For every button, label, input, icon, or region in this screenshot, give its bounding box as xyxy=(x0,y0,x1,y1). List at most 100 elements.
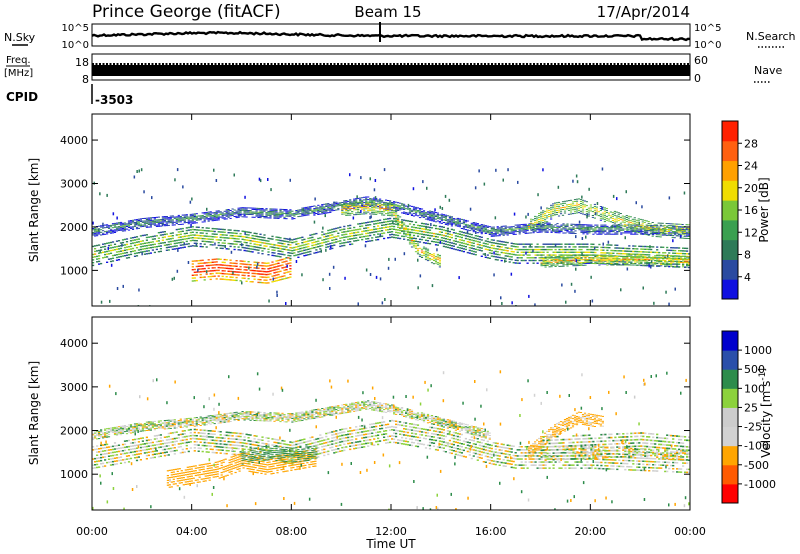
range-cell xyxy=(104,224,107,226)
range-cell xyxy=(534,228,537,230)
range-cell xyxy=(387,207,390,209)
range-cell xyxy=(654,233,657,234)
range-cell xyxy=(667,223,670,225)
range-cell xyxy=(418,238,422,240)
range-cell xyxy=(434,233,438,235)
range-cell xyxy=(287,252,290,254)
range-cell xyxy=(480,228,483,229)
range-cell xyxy=(544,263,547,265)
range-cell xyxy=(203,218,206,220)
range-cell xyxy=(337,204,340,205)
range-cell xyxy=(203,276,206,278)
range-cell xyxy=(199,271,202,273)
range-cell xyxy=(235,213,238,215)
range-cell xyxy=(674,255,677,257)
range-cell xyxy=(367,229,370,232)
range-cell xyxy=(135,219,139,221)
range-cell xyxy=(550,214,553,216)
range-cell xyxy=(510,232,513,234)
range-cell xyxy=(207,219,210,221)
range-cell xyxy=(412,212,416,214)
range-cell xyxy=(546,211,549,213)
range-cell xyxy=(177,236,180,239)
range-cell xyxy=(339,202,342,204)
range-cell xyxy=(367,203,370,205)
range-cell xyxy=(640,264,643,267)
range-cell xyxy=(219,234,222,236)
range-cell xyxy=(319,211,322,212)
range-cell xyxy=(585,212,588,214)
range-cell xyxy=(319,250,322,253)
range-cell xyxy=(490,239,493,241)
range-cell xyxy=(121,228,125,229)
range-cell xyxy=(185,238,188,240)
range-cell xyxy=(227,211,230,213)
range-cell xyxy=(135,255,139,257)
range-cell xyxy=(514,246,517,248)
range-cell xyxy=(670,263,673,265)
range-cell xyxy=(393,211,396,213)
range-cell xyxy=(582,254,585,256)
range-cell xyxy=(631,218,634,220)
range-cell xyxy=(586,251,589,253)
range-cell xyxy=(608,258,611,260)
range-cell xyxy=(251,272,254,275)
range-cell xyxy=(317,246,320,248)
range-cell xyxy=(151,223,154,225)
range-cell xyxy=(327,212,330,214)
range-cell xyxy=(175,234,178,236)
range-cell xyxy=(616,250,619,252)
range-cell xyxy=(615,217,618,219)
range-cell xyxy=(518,248,521,251)
range-cell xyxy=(373,205,376,207)
range-cell xyxy=(279,253,282,255)
range-cell xyxy=(426,226,430,228)
range-cell xyxy=(556,246,559,248)
range-cell xyxy=(163,244,166,246)
range-cell xyxy=(466,227,469,228)
range-cell xyxy=(239,233,242,235)
range-cell xyxy=(403,230,406,232)
range-cell xyxy=(508,227,511,229)
range-cell xyxy=(524,225,527,227)
range-cell xyxy=(420,213,424,215)
range-cell xyxy=(635,221,638,223)
range-cell xyxy=(562,232,565,234)
range-cell xyxy=(235,268,238,270)
range-cell xyxy=(643,221,646,223)
range-cell xyxy=(546,207,549,209)
range-cell xyxy=(109,244,113,246)
range-cell xyxy=(345,207,348,209)
range-cell xyxy=(534,246,537,248)
range-cell xyxy=(552,260,555,262)
range-cell xyxy=(275,215,278,217)
range-cell xyxy=(363,235,366,238)
range-cell xyxy=(369,213,372,215)
range-cell xyxy=(263,265,266,267)
range-cell xyxy=(472,248,475,250)
range-cell xyxy=(137,243,140,246)
range-cell xyxy=(165,221,168,223)
range-cell xyxy=(403,203,406,205)
range-cell xyxy=(389,215,392,217)
range-cell xyxy=(367,232,370,234)
range-cell xyxy=(480,239,483,241)
range-cell xyxy=(397,234,400,237)
range-cell xyxy=(345,210,348,211)
range-cell xyxy=(552,209,555,211)
range-cell xyxy=(151,221,154,223)
range-cell xyxy=(470,224,473,226)
range-cell xyxy=(179,247,182,249)
range-cell xyxy=(607,220,610,222)
range-cell xyxy=(283,269,286,271)
range-cell xyxy=(502,233,505,235)
range-cell xyxy=(448,218,451,220)
range-cell xyxy=(619,213,622,214)
range-cell xyxy=(557,215,561,217)
range-cell xyxy=(448,247,451,249)
range-cell xyxy=(343,200,346,202)
range-cell xyxy=(117,240,121,242)
range-cell xyxy=(662,233,665,235)
range-cell xyxy=(588,261,591,263)
range-cell xyxy=(323,239,326,241)
